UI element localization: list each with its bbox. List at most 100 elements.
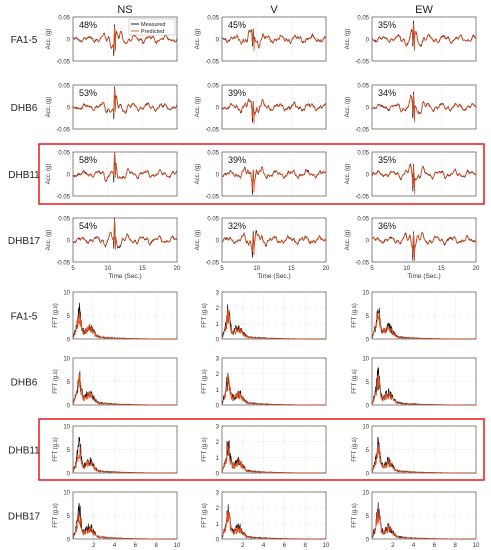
y-axis-label: FFT (g.s) [53,437,59,462]
y-axis-label: FFT (g.s) [53,503,59,528]
y-axis-label: FFT (g.s) [202,303,208,328]
series-line-predicted [221,441,326,474]
x-tick-label: 20 [473,266,480,272]
y-tick-label: 0 [366,38,370,44]
x-tick-label: 15 [288,266,295,272]
y-tick-label: 0 [216,338,220,344]
x-axis-label: Time (Sec.) [257,273,290,280]
y-tick-label: 0.05 [207,151,219,157]
y-tick-label: 5 [366,314,370,320]
series-line-predicted [72,218,178,251]
series-line-predicted [371,373,476,406]
series-line-predicted [371,93,477,123]
x-tick-label: 10 [323,543,330,549]
fft-panel-dhb6-v: 0 1 2 3 FFT (g.s) [202,357,327,410]
x-tick-label: 20 [174,266,181,272]
y-tick-label: 5 [366,514,370,520]
y-tick-label: 10 [63,291,70,297]
fft-panel-dhb11-ns: 0 5 10 FFT (g.s) [53,425,178,478]
y-tick-label: 0 [67,106,71,112]
acc-panel-fa1-5-v: -0.05 0 0.05 Acc. (g) 45% [195,16,327,66]
y-tick-label: 1 [216,388,220,394]
y-tick-label: 10 [362,425,369,431]
y-tick-label: 0.05 [207,217,219,223]
series-line-predicted [72,86,178,115]
x-tick-label: 4 [113,543,117,549]
y-tick-label: 0 [67,38,71,44]
y-tick-label: -0.05 [205,261,219,267]
acc-panel-dhb6-ew: -0.05 0 0.05 Acc. (g) 34% [345,84,477,134]
y-tick-label: 0 [366,106,370,112]
y-tick-label: 0 [216,173,220,179]
x-axis-label: Time (Sec.) [407,273,440,280]
y-tick-label: 2 [216,306,220,312]
fit-percentage-label: 45% [228,20,246,30]
column-header-v: V [270,4,278,16]
y-axis-label: FFT (g.s) [53,369,59,394]
y-tick-label: 0 [216,38,220,44]
fft-panel-dhb11-ew: 0 5 10 FFT (g.s) [352,425,477,478]
y-tick-label: 0.05 [357,16,369,22]
series-line-predicted [221,29,327,52]
y-tick-label: 3 [216,291,220,297]
y-tick-label: 2 [216,440,220,446]
y-tick-label: 0 [216,239,220,245]
y-tick-label: 0.05 [58,16,70,22]
series-line-predicted [221,374,326,406]
row-label-acc-fa1-5: FA1-5 [11,35,38,46]
x-tick-label: 2 [391,543,395,549]
row-label-acc-dhb11: DHB11 [8,170,40,181]
y-tick-label: 0 [67,404,71,410]
y-tick-label: -0.05 [56,60,70,66]
fit-percentage-label: 34% [378,88,396,98]
acc-panel-fa1-5-ew: -0.05 0 0.05 Acc. (g) 35% [345,16,477,66]
y-tick-label: 0 [216,538,220,544]
y-tick-label: 0.05 [58,217,70,223]
series-line-predicted [72,445,177,474]
row-label-acc-dhb6: DHB6 [11,103,38,114]
y-axis-label: FFT (g.s) [352,437,358,462]
y-axis-label: Acc. (g) [195,230,201,251]
y-axis-label: FFT (g.s) [352,503,358,528]
acc-panel-dhb17-v: -0.05 0 0.05 Acc. (g) 5 10 15 20 Time (Sec.) 32% [195,217,330,281]
legend-box [128,18,176,36]
series-line-predicted [72,151,178,183]
x-tick-label: 4 [262,543,266,549]
acc-panel-dhb17-ns: -0.05 0 0.05 Acc. (g) 5 10 15 20 Time (Sec.) 54% [46,217,181,281]
series-line-predicted [371,310,476,340]
y-tick-label: 0 [216,106,220,112]
fft-panel-fa1-5-ns: 0 5 10 FFT (g.s) [53,291,178,344]
highlight-box-fft [38,418,485,481]
x-tick-label: 20 [323,266,330,272]
x-tick-label: 5 [71,266,75,272]
highlight-box-acceleration [38,143,485,205]
series-line-predicted [72,373,177,406]
plot-area [221,357,327,406]
y-tick-label: 0 [67,338,71,344]
y-tick-label: 0.05 [357,217,369,223]
y-tick-label: 2 [216,506,220,512]
x-tick-label: 8 [454,543,458,549]
y-tick-label: -0.05 [56,261,70,267]
plot-area [221,425,327,474]
y-axis-label: Acc. (g) [46,164,52,185]
x-tick-label: 5 [220,266,224,272]
x-axis-label: Time (Sec.) [108,273,141,280]
acc-panel-dhb11-v: -0.05 0 0.05 Acc. (g) 39% [195,151,327,201]
x-tick-label: 10 [174,543,181,549]
legend-label-predicted: Predicted [141,29,164,35]
series-line-predicted [221,98,327,125]
series-line-predicted [72,26,178,52]
series-line-predicted [371,444,476,474]
acc-panel-dhb11-ew: -0.05 0 0.05 Acc. (g) 35% [345,151,477,201]
y-axis-label: Acc. (g) [195,164,201,185]
y-tick-label: 3 [216,425,220,431]
y-tick-label: -0.05 [355,60,369,66]
fit-percentage-label: 35% [378,20,396,30]
y-tick-label: -0.05 [355,195,369,201]
fft-panel-dhb6-ew: 0 5 10 FFT (g.s) [352,357,477,410]
y-axis-label: Acc. (g) [345,164,351,185]
series-line-predicted [221,231,327,256]
fit-percentage-label: 32% [228,221,246,231]
